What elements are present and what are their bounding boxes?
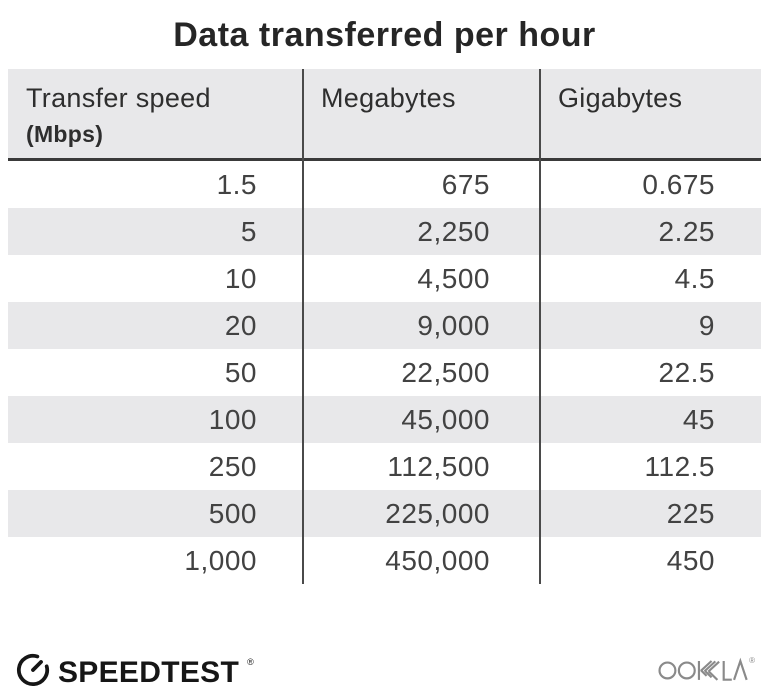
table-row: 10 4,500 4.5 xyxy=(8,255,761,302)
cell-megabytes: 225,000 xyxy=(385,498,490,529)
cell-megabytes: 2,250 xyxy=(417,216,490,247)
column-divider xyxy=(302,69,304,584)
cell-speed: 50 xyxy=(224,357,257,388)
table-row: 250 112,500 112.5 xyxy=(8,443,761,490)
cell-speed: 1,000 xyxy=(184,545,257,576)
cell-gigabytes: 22.5 xyxy=(658,357,715,388)
cell-gigabytes: 450 xyxy=(666,545,715,576)
column-header-transfer-speed: Transfer speed (Mbps) xyxy=(8,69,303,158)
column-divider xyxy=(539,69,541,584)
column-header-megabytes: Megabytes xyxy=(303,69,540,158)
footer: SPEEDTEST ® ® xyxy=(16,653,755,692)
cell-megabytes: 675 xyxy=(441,169,490,200)
cell-megabytes: 22,500 xyxy=(401,357,490,388)
cell-megabytes: 450,000 xyxy=(385,545,490,576)
cell-speed: 10 xyxy=(224,263,257,294)
speedtest-gauge-icon xyxy=(16,653,50,692)
cell-gigabytes: 4.5 xyxy=(674,263,715,294)
speedtest-wordmark: SPEEDTEST xyxy=(58,655,240,689)
cell-speed: 250 xyxy=(208,451,257,482)
registered-mark: ® xyxy=(749,656,755,665)
cell-gigabytes: 0.675 xyxy=(642,169,715,200)
cell-speed: 500 xyxy=(208,498,257,529)
cell-speed: 20 xyxy=(224,310,257,341)
table-row: 100 45,000 45 xyxy=(8,396,761,443)
cell-megabytes: 9,000 xyxy=(417,310,490,341)
cell-speed: 1.5 xyxy=(216,169,257,200)
ookla-logo: ® xyxy=(658,656,755,689)
column-header-label: Transfer speed xyxy=(26,83,211,113)
cell-megabytes: 4,500 xyxy=(417,263,490,294)
table-row: 5 2,250 2.25 xyxy=(8,208,761,255)
table-body: 1.5 675 0.675 5 2,250 2.25 10 4,500 4.5 … xyxy=(8,161,761,584)
table-row: 500 225,000 225 xyxy=(8,490,761,537)
cell-megabytes: 112,500 xyxy=(387,451,490,482)
cell-gigabytes: 2.25 xyxy=(658,216,715,247)
column-header-label: Megabytes xyxy=(321,83,456,113)
data-table: Transfer speed (Mbps) Megabytes Gigabyte… xyxy=(8,69,761,584)
table-row: 1,000 450,000 450 xyxy=(8,537,761,584)
table-row: 1.5 675 0.675 xyxy=(8,161,761,208)
ookla-wordmark-icon xyxy=(658,656,748,689)
table-row: 50 22,500 22.5 xyxy=(8,349,761,396)
cell-gigabytes: 9 xyxy=(698,310,715,341)
registered-mark: ® xyxy=(247,657,254,667)
column-header-gigabytes: Gigabytes xyxy=(540,69,761,158)
table-row: 20 9,000 9 xyxy=(8,302,761,349)
cell-gigabytes: 225 xyxy=(666,498,715,529)
column-header-sublabel: (Mbps) xyxy=(26,121,104,147)
cell-megabytes: 45,000 xyxy=(401,404,490,435)
cell-speed: 100 xyxy=(208,404,257,435)
speedtest-logo: SPEEDTEST ® xyxy=(16,653,254,692)
cell-gigabytes: 45 xyxy=(682,404,715,435)
page-title: Data transferred per hour xyxy=(173,16,596,54)
cell-speed: 5 xyxy=(240,216,257,247)
column-header-label: Gigabytes xyxy=(558,83,683,113)
cell-gigabytes: 112.5 xyxy=(644,451,715,482)
table-header-row: Transfer speed (Mbps) Megabytes Gigabyte… xyxy=(8,69,761,161)
